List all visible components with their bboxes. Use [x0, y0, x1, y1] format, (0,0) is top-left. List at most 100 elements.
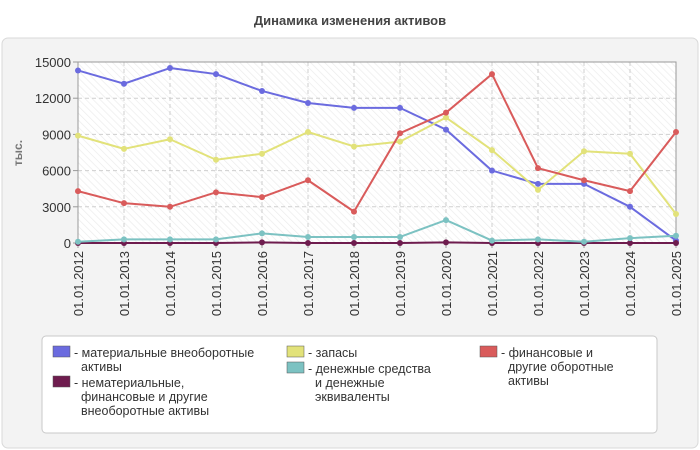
data-point [75, 188, 81, 195]
data-point [489, 167, 495, 174]
x-tick-label: 01.01.2021 [485, 251, 500, 316]
legend-label: - нематериальные, финансовые и другие внео… [74, 376, 209, 418]
legend-swatch [52, 345, 71, 358]
series-3 [75, 217, 679, 245]
data-point [627, 240, 633, 246]
data-point [581, 238, 587, 245]
series-line-1 [78, 241, 676, 244]
data-point [351, 233, 357, 240]
series-4 [75, 71, 679, 215]
data-point [213, 156, 219, 163]
data-point [443, 109, 449, 116]
x-tick-label: 01.01.2019 [393, 251, 408, 316]
series-lines [75, 65, 679, 246]
legend-label: - денежные средства и денежные эквиваленты [308, 362, 431, 404]
data-point [673, 232, 679, 239]
x-tick-label: 01.01.2022 [531, 251, 546, 316]
data-point [443, 217, 449, 224]
plot-area [78, 62, 676, 243]
legend-item-4: - финансовые и другие оборотные активы [479, 345, 614, 388]
data-point [167, 65, 173, 72]
data-point [627, 188, 633, 195]
series-line-2 [77, 116, 677, 215]
legend-swatch [286, 345, 305, 358]
data-point [535, 186, 541, 193]
data-point [535, 165, 541, 172]
data-point [121, 80, 127, 87]
data-point [627, 203, 633, 210]
data-point [259, 87, 265, 94]
series-1 [75, 239, 679, 246]
data-point [627, 150, 633, 157]
series-2 [75, 114, 679, 218]
y-tick-label: 3000 [42, 200, 71, 215]
y-tick-label: 0 [64, 236, 71, 251]
data-point [443, 126, 449, 133]
data-point [75, 238, 81, 245]
data-point [489, 147, 495, 154]
data-point [121, 200, 127, 207]
y-tick-label: 9000 [42, 127, 71, 142]
data-point [581, 177, 587, 184]
x-axis: 01.01.2012 01.01.2013 01.01.2014 01.01.2015… [71, 243, 684, 316]
series-line-0 [77, 67, 677, 242]
y-tick-label: 15000 [35, 55, 71, 70]
y-axis-label: тыс. [11, 140, 25, 166]
data-point [443, 239, 449, 246]
x-tick-label: 01.01.2020 [439, 251, 454, 316]
x-tick-label: 01.01.2012 [71, 251, 86, 316]
data-point [305, 128, 311, 135]
x-tick-label: 01.01.2013 [117, 251, 132, 316]
data-point [489, 71, 495, 78]
x-tick-label: 01.01.2023 [577, 251, 592, 316]
data-point [351, 240, 357, 246]
data-point [351, 208, 357, 215]
y-tick-label: 6000 [42, 164, 71, 179]
data-point [351, 143, 357, 150]
data-point [305, 100, 311, 107]
data-point [213, 236, 219, 243]
data-point [443, 114, 449, 121]
legend-swatch [52, 375, 71, 388]
data-point [75, 67, 81, 74]
data-point [213, 189, 219, 196]
data-point [305, 233, 311, 240]
data-point [489, 237, 495, 244]
legend-label: - материальные внеоборотные активы [74, 346, 254, 374]
data-point [397, 240, 403, 246]
data-point [397, 104, 403, 111]
series-0 [75, 65, 679, 244]
legend-item-1: - нематериальные, финансовые и другие внео… [52, 375, 209, 418]
data-point [581, 148, 587, 155]
data-point [535, 180, 541, 187]
legend-swatch [479, 345, 498, 358]
series-line-4 [77, 73, 677, 213]
data-point [167, 136, 173, 143]
data-point [397, 233, 403, 240]
data-point [673, 211, 679, 218]
y-tick-label: 12000 [35, 91, 71, 106]
legend-label: - запасы [308, 346, 357, 360]
data-point [397, 138, 403, 145]
legend-box [41, 335, 658, 434]
data-point [259, 194, 265, 201]
legend-item-0: - материальные внеоборотные активы [52, 345, 254, 374]
series-line-3 [77, 219, 677, 243]
data-point [213, 71, 219, 78]
x-tick-label: 01.01.2017 [301, 251, 316, 316]
data-point [167, 203, 173, 210]
data-point [167, 236, 173, 243]
data-point [121, 236, 127, 243]
data-point [627, 235, 633, 242]
x-tick-label: 01.01.2015 [209, 251, 224, 316]
data-point [397, 130, 403, 137]
data-point [535, 236, 541, 243]
data-point [351, 104, 357, 111]
legend-item-3: - денежные средства и денежные эквиваленты [286, 361, 431, 404]
data-point [259, 150, 265, 157]
x-tick-label: 01.01.2016 [255, 251, 270, 316]
x-tick-label: 01.01.2025 [669, 251, 684, 316]
data-point [673, 240, 679, 246]
